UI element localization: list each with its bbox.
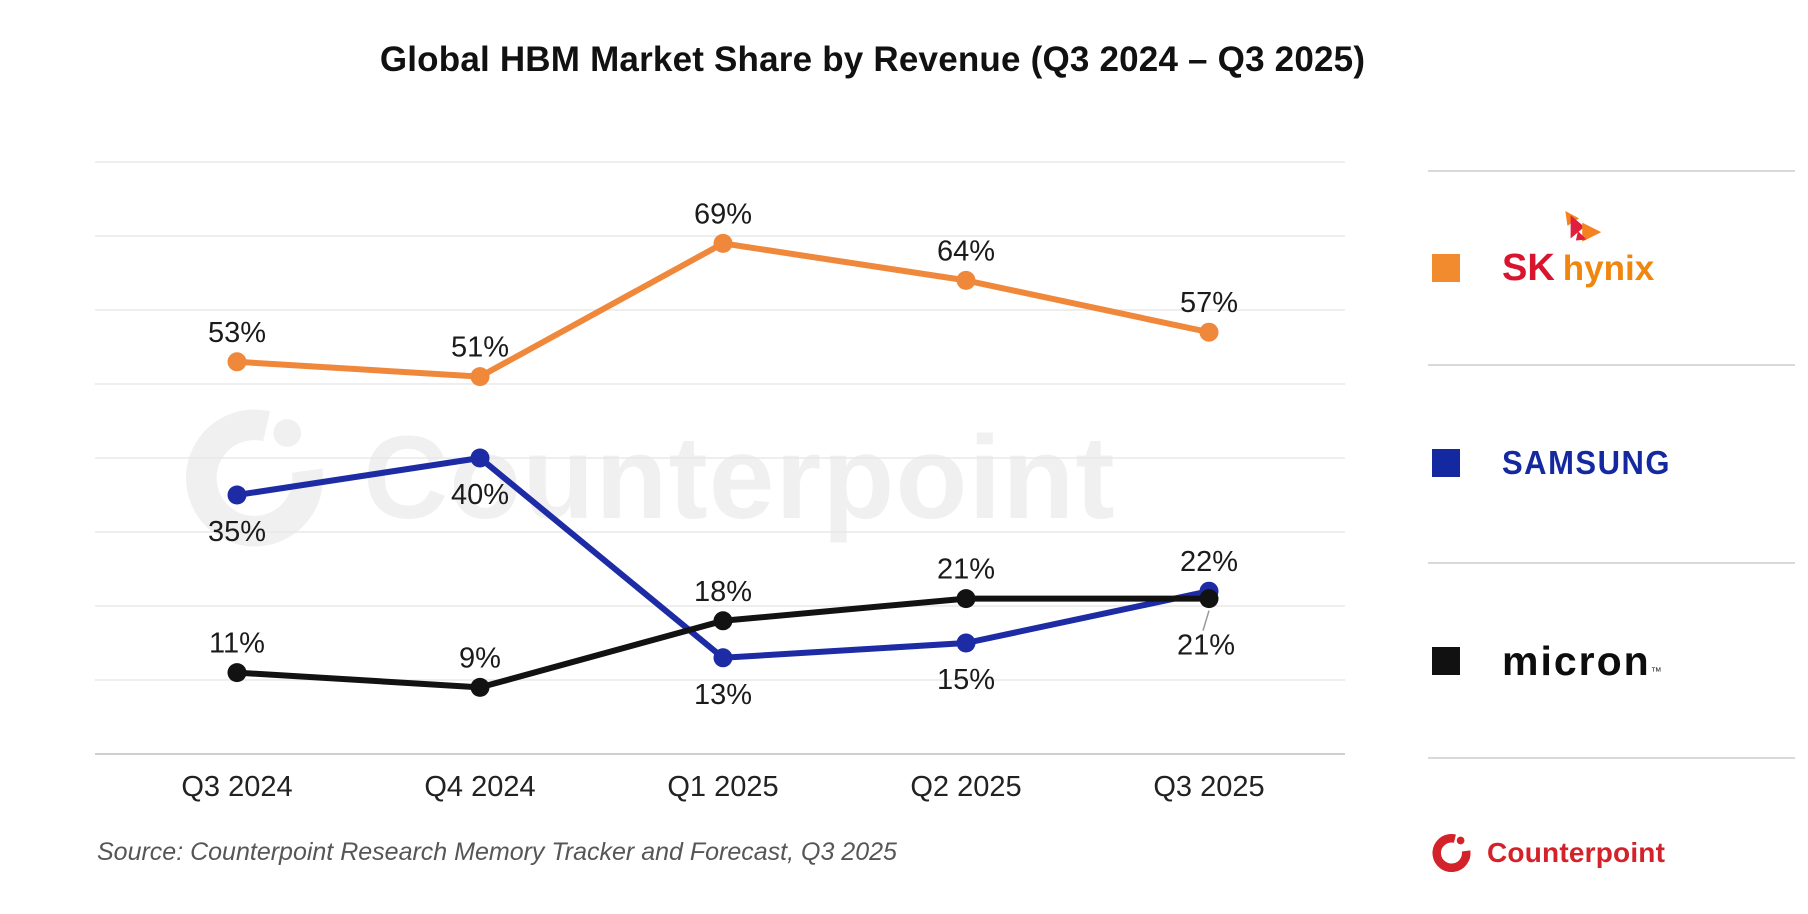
value-label: 15% bbox=[937, 664, 995, 696]
value-label: 57% bbox=[1180, 287, 1238, 319]
source-note: Source: Counterpoint Research Memory Tra… bbox=[97, 838, 897, 866]
series-samsung bbox=[227, 448, 1219, 668]
value-label: 35% bbox=[208, 516, 266, 548]
x-axis-label: Q3 2024 bbox=[181, 771, 292, 803]
x-axis-label: Q2 2025 bbox=[910, 771, 1021, 803]
data-point-sk-hynix bbox=[956, 270, 976, 290]
sk-hynix-logo: SK hynix bbox=[1502, 210, 1655, 290]
micron-logo: micron™ bbox=[1502, 638, 1662, 685]
hynix-logo-text: hynix bbox=[1562, 248, 1655, 288]
legend-item-samsung: SAMSUNG bbox=[1428, 368, 1795, 558]
gridlines bbox=[95, 161, 1345, 681]
legend-item-sk-hynix: SK hynix bbox=[1428, 173, 1795, 363]
value-label: 51% bbox=[451, 332, 509, 364]
sk-hynix-butterfly-icon bbox=[1565, 210, 1602, 242]
value-label: 53% bbox=[208, 317, 266, 349]
data-point-samsung bbox=[713, 648, 733, 668]
data-point-samsung bbox=[227, 485, 247, 505]
x-axis-label: Q3 2025 bbox=[1153, 771, 1264, 803]
data-point-samsung bbox=[470, 448, 490, 468]
data-labels: 53% 51% 69% 64% 57% 35% 40% 13% 15% 22% 11% 9% 18% 21… bbox=[208, 198, 1238, 710]
data-point-micron bbox=[713, 611, 733, 631]
chart-title: Global HBM Market Share by Revenue (Q3 2… bbox=[379, 40, 1366, 79]
x-axis-label: Q1 2025 bbox=[667, 771, 778, 803]
legend-item-micron: micron™ bbox=[1428, 566, 1795, 756]
micron-logo-text: micron bbox=[1502, 637, 1651, 684]
data-point-sk-hynix bbox=[470, 367, 490, 387]
legend-divider bbox=[1428, 170, 1795, 172]
data-point-sk-hynix bbox=[713, 233, 733, 253]
samsung-logo: SAMSUNG bbox=[1502, 443, 1671, 482]
data-point-sk-hynix bbox=[227, 352, 247, 372]
data-point-micron bbox=[470, 677, 490, 697]
counterpoint-logo-icon bbox=[1432, 833, 1471, 873]
series-micron bbox=[227, 589, 1219, 697]
data-point-micron bbox=[1199, 589, 1219, 609]
data-point-samsung bbox=[956, 633, 976, 653]
legend-panel: SK hynix SAMSUNG micron™ bbox=[1410, 0, 1808, 914]
sk-hynix-marker-swatch bbox=[1432, 254, 1460, 282]
x-axis-label: Q4 2024 bbox=[424, 771, 535, 803]
sk-logo-text: SK bbox=[1502, 246, 1555, 289]
data-point-sk-hynix bbox=[1199, 322, 1219, 342]
value-label: 11% bbox=[209, 628, 265, 660]
counterpoint-brand: Counterpoint bbox=[1428, 828, 1665, 878]
value-label: 18% bbox=[694, 576, 752, 608]
micron-marker-swatch bbox=[1432, 647, 1460, 675]
series-sk-hynix bbox=[227, 233, 1219, 387]
value-label: 13% bbox=[694, 679, 752, 711]
value-label: 40% bbox=[451, 479, 509, 511]
value-label: 64% bbox=[937, 235, 995, 267]
data-point-micron bbox=[956, 589, 976, 609]
value-label: 22% bbox=[1180, 546, 1238, 578]
data-point-micron bbox=[227, 663, 247, 683]
counterpoint-brand-name: Counterpoint bbox=[1487, 837, 1666, 868]
legend-divider bbox=[1428, 364, 1795, 366]
value-label: 9% bbox=[459, 642, 501, 674]
samsung-marker-swatch bbox=[1432, 449, 1460, 477]
legend-divider bbox=[1428, 562, 1795, 564]
micron-trademark: ™ bbox=[1650, 665, 1662, 678]
value-label: 69% bbox=[694, 198, 752, 230]
value-label: 21% bbox=[1177, 630, 1235, 662]
value-label: 21% bbox=[937, 554, 995, 586]
x-axis-labels: Q3 2024 Q4 2024 Q1 2025 Q2 2025 Q3 2025 bbox=[181, 771, 1264, 803]
legend-divider bbox=[1428, 757, 1795, 759]
